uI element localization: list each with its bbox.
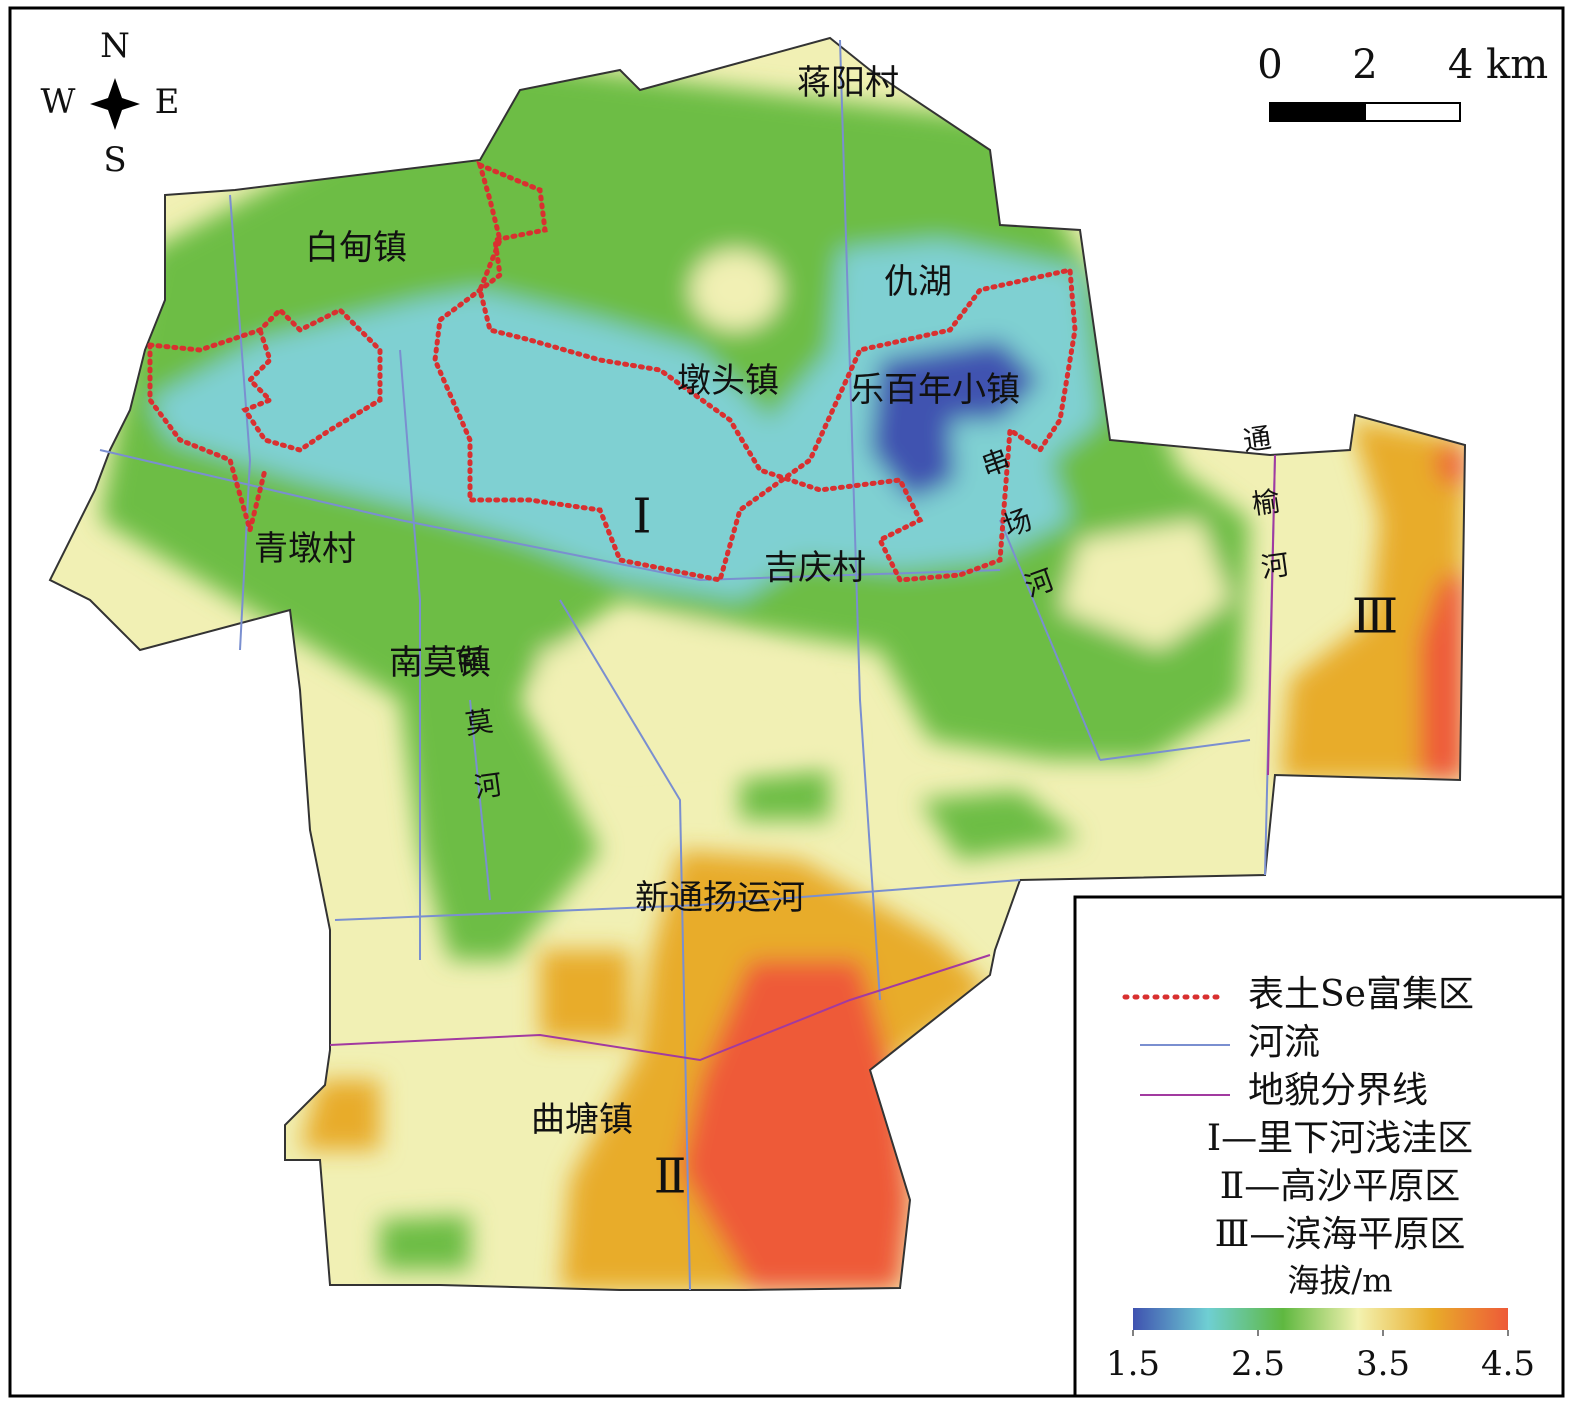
compass-s: S: [103, 140, 126, 180]
colorbar-tick-label: 3.5: [1356, 1344, 1410, 1384]
zone-green-patch: [380, 770, 1080, 1270]
legend-item: Ⅱ—高沙平原区: [1220, 1166, 1460, 1207]
compass: N E S W: [41, 26, 180, 180]
legend-item: 地貌分界线: [1248, 1070, 1428, 1111]
se-enrichment-boundary: [147, 160, 1078, 583]
compass-w: W: [41, 82, 76, 122]
zone-label: Ⅱ: [654, 1149, 687, 1205]
colorbar-title: 海拔/m: [1287, 1262, 1392, 1300]
place-label: 蒋阳村: [797, 63, 899, 103]
zone-light: [540, 250, 1230, 760]
zone-cyan: [150, 240, 1100, 600]
compass-star: [90, 78, 140, 130]
place-label: 墩头镇: [677, 361, 779, 401]
zone-label: Ⅰ: [633, 489, 652, 545]
colorbar: [1133, 1308, 1508, 1330]
scale-bar: 0 2 4 km: [1257, 42, 1548, 122]
scale-label: 2: [1352, 42, 1377, 88]
zone-label: Ⅲ: [1352, 589, 1398, 645]
legend-item: 表土Se富集区: [1248, 974, 1474, 1015]
frame: [8, 6, 1565, 1398]
legend-item: Ⅰ—里下河浅洼区: [1207, 1118, 1473, 1159]
place-label: 白甸镇: [305, 228, 407, 268]
place-label: 曲塘镇: [531, 1100, 633, 1140]
place-label: 吉庆村: [764, 548, 866, 588]
boundary-lines: [329, 454, 1276, 1062]
scale-label: 4 km: [1448, 42, 1548, 88]
zone-blue: [870, 340, 1040, 500]
legend-item: Ⅲ—滨海平原区: [1215, 1214, 1466, 1255]
place-label: 南莫镇: [389, 643, 491, 683]
colorbar-tick-label: 1.5: [1106, 1344, 1160, 1384]
place-label: 青墩村: [254, 529, 356, 569]
place-label: 新通扬运河: [635, 878, 805, 918]
compass-n: N: [100, 26, 130, 66]
scale-label: 0: [1257, 42, 1282, 88]
scale-segment: [1364, 102, 1461, 122]
colorbar-tick-label: 4.5: [1481, 1344, 1535, 1384]
colorbar-tick-label: 2.5: [1231, 1344, 1285, 1384]
compass-e: E: [155, 82, 180, 122]
place-label: 仇湖: [884, 262, 952, 302]
place-label: 乐百年小镇: [850, 370, 1020, 410]
legend-item: 河流: [1248, 1022, 1320, 1063]
scale-segment: [1269, 102, 1366, 122]
